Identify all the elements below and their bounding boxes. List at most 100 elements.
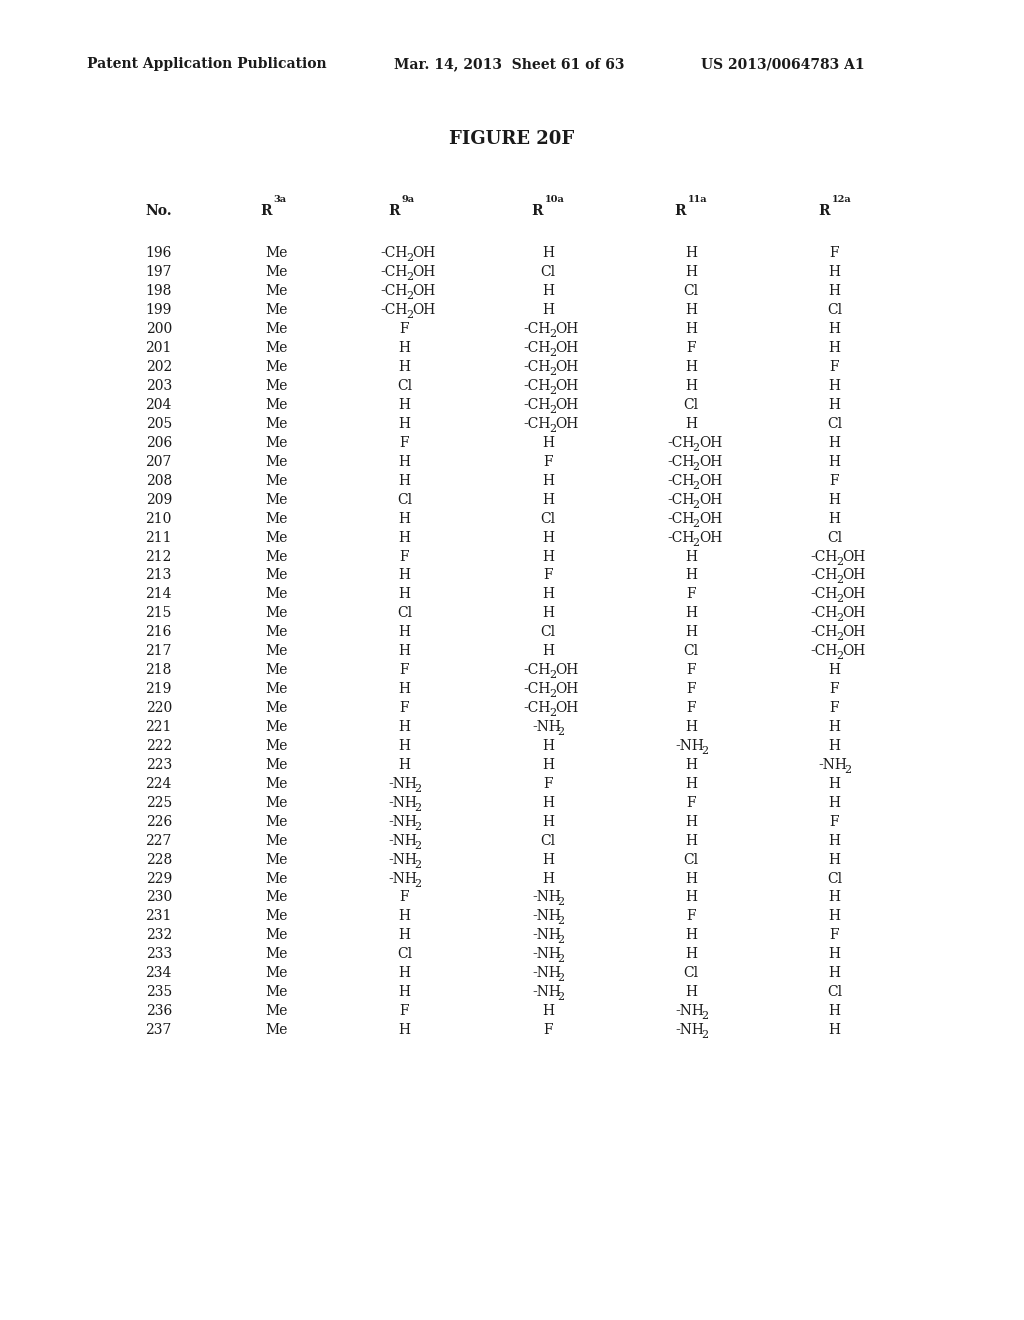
Text: H: H [685, 379, 697, 393]
Text: R: R [818, 205, 829, 218]
Text: Cl: Cl [397, 606, 412, 620]
Text: Me: Me [265, 682, 288, 696]
Text: 222: 222 [145, 739, 172, 752]
Text: 2: 2 [414, 803, 421, 813]
Text: OH: OH [699, 531, 722, 545]
Text: OH: OH [699, 455, 722, 469]
Text: OH: OH [556, 417, 579, 430]
Text: 216: 216 [145, 626, 172, 639]
Text: 2: 2 [558, 954, 564, 965]
Text: H: H [828, 776, 841, 791]
Text: H: H [828, 948, 841, 961]
Text: H: H [398, 682, 411, 696]
Text: Cl: Cl [684, 284, 698, 298]
Text: F: F [686, 587, 696, 602]
Text: F: F [829, 682, 840, 696]
Text: -NH: -NH [389, 871, 418, 886]
Text: H: H [398, 719, 411, 734]
Text: 2: 2 [414, 784, 421, 793]
Text: Cl: Cl [827, 985, 842, 999]
Text: 221: 221 [145, 719, 172, 734]
Text: 2: 2 [558, 993, 564, 1002]
Text: 237: 237 [145, 1023, 172, 1038]
Text: F: F [399, 322, 410, 337]
Text: 2: 2 [693, 500, 699, 510]
Text: 2: 2 [414, 879, 421, 888]
Text: OH: OH [842, 606, 865, 620]
Text: -NH: -NH [389, 814, 418, 829]
Text: H: H [542, 247, 554, 260]
Text: F: F [543, 569, 553, 582]
Text: -CH: -CH [668, 492, 694, 507]
Text: H: H [398, 966, 411, 981]
Text: 226: 226 [145, 814, 172, 829]
Text: OH: OH [842, 626, 865, 639]
Text: H: H [685, 322, 697, 337]
Text: H: H [685, 776, 697, 791]
Text: 228: 228 [145, 853, 172, 867]
Text: Cl: Cl [397, 379, 412, 393]
Text: 2: 2 [836, 576, 843, 586]
Text: Cl: Cl [541, 265, 555, 280]
Text: 2: 2 [550, 385, 556, 396]
Text: OH: OH [556, 397, 579, 412]
Text: H: H [828, 719, 841, 734]
Text: 210: 210 [145, 512, 172, 525]
Text: Me: Me [265, 853, 288, 867]
Text: 2: 2 [550, 367, 556, 378]
Text: H: H [398, 739, 411, 752]
Text: 2: 2 [550, 424, 556, 434]
Text: H: H [685, 758, 697, 772]
Text: 2: 2 [550, 671, 556, 680]
Text: H: H [542, 492, 554, 507]
Text: -CH: -CH [668, 512, 694, 525]
Text: H: H [685, 247, 697, 260]
Text: -NH: -NH [389, 776, 418, 791]
Text: Me: Me [265, 531, 288, 545]
Text: F: F [686, 796, 696, 809]
Text: OH: OH [412, 265, 435, 280]
Text: OH: OH [556, 322, 579, 337]
Text: F: F [399, 663, 410, 677]
Text: 214: 214 [145, 587, 172, 602]
Text: 2: 2 [406, 272, 413, 282]
Text: Me: Me [265, 341, 288, 355]
Text: H: H [398, 360, 411, 374]
Text: R: R [675, 205, 686, 218]
Text: 235: 235 [145, 985, 172, 999]
Text: OH: OH [842, 549, 865, 564]
Text: F: F [399, 701, 410, 715]
Text: -NH: -NH [676, 1005, 705, 1018]
Text: -NH: -NH [532, 909, 561, 924]
Text: 10a: 10a [545, 195, 564, 203]
Text: Patent Application Publication: Patent Application Publication [87, 57, 327, 71]
Text: 2: 2 [558, 727, 564, 737]
Text: F: F [686, 682, 696, 696]
Text: H: H [685, 304, 697, 317]
Text: Me: Me [265, 492, 288, 507]
Text: H: H [398, 587, 411, 602]
Text: -CH: -CH [811, 569, 838, 582]
Text: Me: Me [265, 1023, 288, 1038]
Text: -CH: -CH [524, 417, 551, 430]
Text: OH: OH [556, 360, 579, 374]
Text: Me: Me [265, 719, 288, 734]
Text: H: H [542, 474, 554, 488]
Text: Me: Me [265, 304, 288, 317]
Text: H: H [542, 796, 554, 809]
Text: -CH: -CH [524, 341, 551, 355]
Text: OH: OH [699, 512, 722, 525]
Text: H: H [828, 663, 841, 677]
Text: H: H [398, 474, 411, 488]
Text: Me: Me [265, 379, 288, 393]
Text: H: H [685, 265, 697, 280]
Text: -CH: -CH [381, 304, 408, 317]
Text: -CH: -CH [381, 284, 408, 298]
Text: -CH: -CH [811, 549, 838, 564]
Text: 208: 208 [145, 474, 172, 488]
Text: H: H [828, 909, 841, 924]
Text: H: H [685, 814, 697, 829]
Text: Cl: Cl [541, 626, 555, 639]
Text: 2: 2 [414, 841, 421, 850]
Text: Cl: Cl [827, 304, 842, 317]
